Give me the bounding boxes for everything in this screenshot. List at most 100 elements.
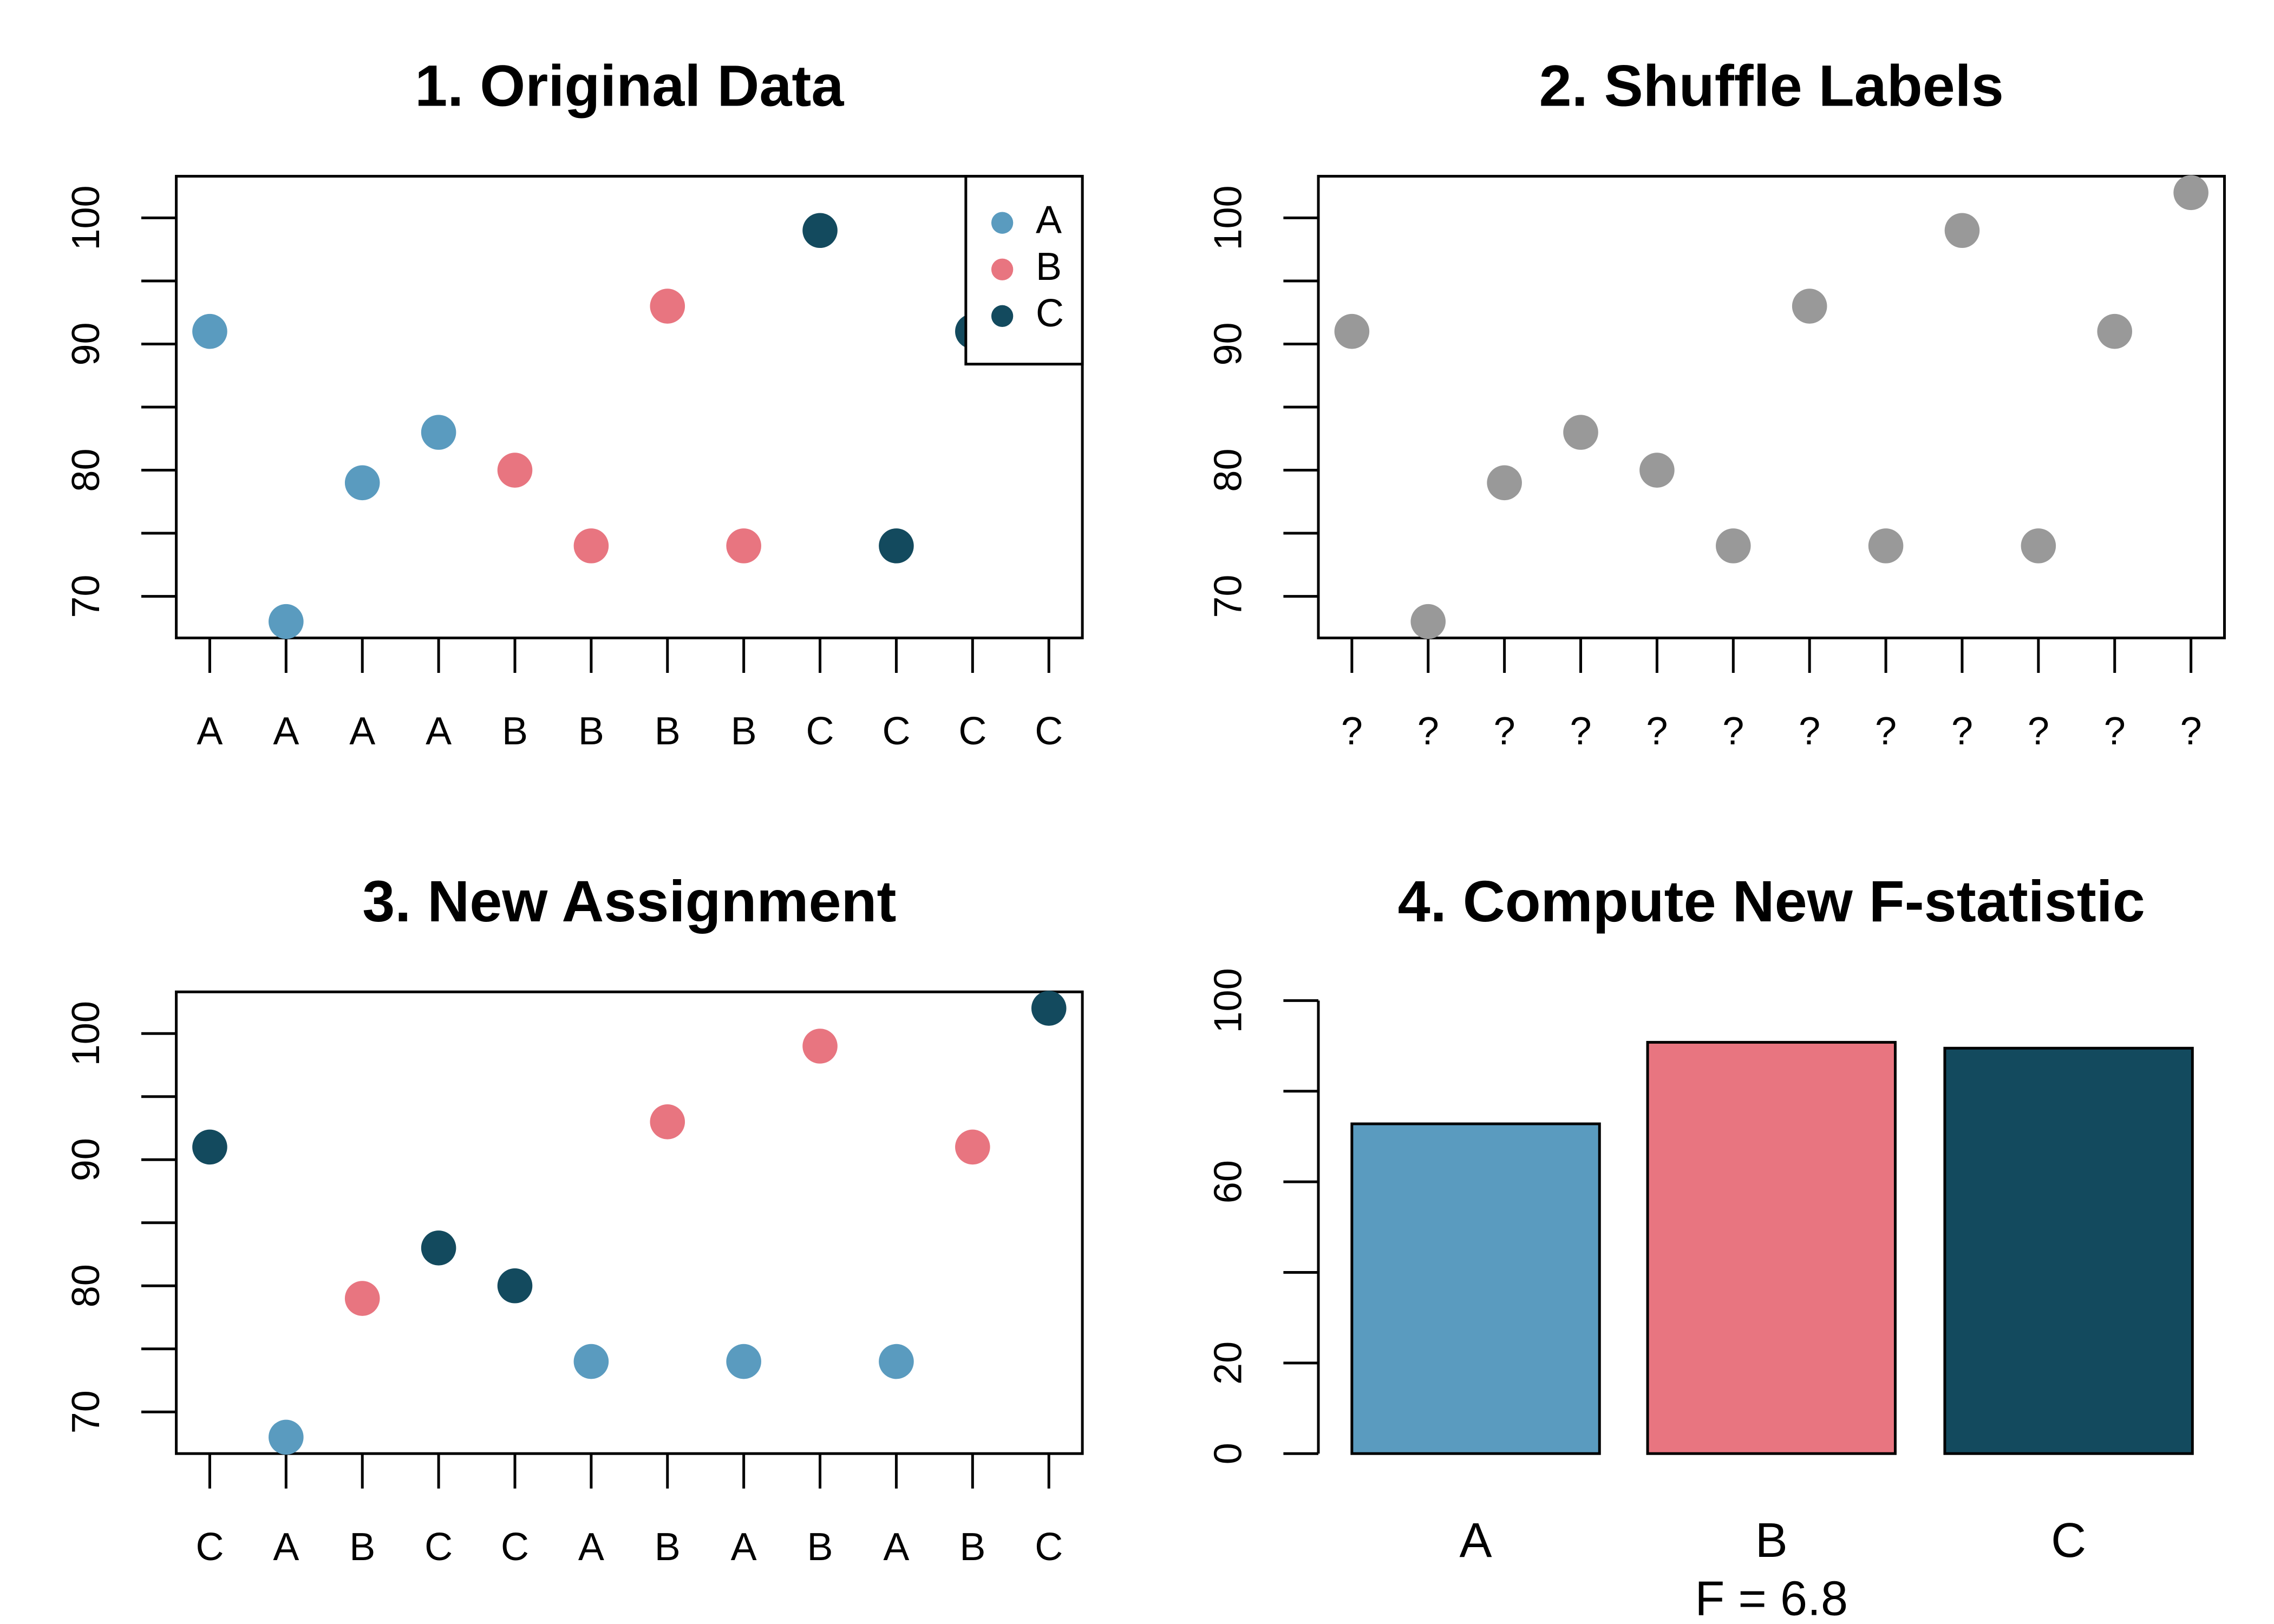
x-tick-label: A <box>578 1525 604 1569</box>
x-tick-label: ? <box>2104 710 2126 753</box>
x-tick-label: ? <box>1799 710 1820 753</box>
legend-marker <box>991 212 1014 234</box>
x-tick-label: C <box>501 1525 529 1569</box>
data-point <box>344 1281 380 1316</box>
chart-title: 3. New Assignment <box>362 868 896 934</box>
x-tick-label: C <box>806 710 834 753</box>
panel-2: 2. Shuffle Labels 70 80 90 100???????????? <box>1207 53 2226 753</box>
y-tick-label: 60 <box>1207 1160 1250 1203</box>
x-tick-label: ? <box>1951 710 1973 753</box>
y-tick-label: 100 <box>1207 185 1250 250</box>
x-tick-label: A <box>883 1525 909 1569</box>
y-tick-label: 80 <box>64 448 108 492</box>
x-tick-label: B <box>959 1525 985 1569</box>
data-point <box>192 1129 227 1165</box>
data-point <box>2097 313 2133 349</box>
data-point <box>1334 313 1370 349</box>
y-tick-label: 100 <box>1207 968 1250 1033</box>
y-tick-label: 90 <box>64 1138 108 1181</box>
legend-box <box>964 175 1084 366</box>
x-tick-label: A <box>349 710 375 753</box>
data-point <box>1868 528 1904 564</box>
x-tick-label: B <box>502 710 528 753</box>
data-point <box>1639 453 1675 488</box>
x-tick-label: A <box>273 710 299 753</box>
x-tick-label: C <box>958 710 986 753</box>
y-tick-label: 80 <box>64 1264 108 1307</box>
x-tick-label: A <box>426 710 452 753</box>
data-point <box>650 1104 685 1140</box>
x-tick-label: ? <box>1570 710 1592 753</box>
x-tick-label: ? <box>2028 710 2049 753</box>
bar-c <box>1943 1046 2194 1455</box>
x-tick-label: ? <box>1494 710 1515 753</box>
x-tick-label: ? <box>1417 710 1439 753</box>
x-tick-label: ? <box>1875 710 1897 753</box>
x-tick-label: C <box>1035 1525 1063 1569</box>
chart-title: 1. Original Data <box>415 53 844 118</box>
data-point <box>1410 604 1446 639</box>
x-tick-label: C <box>1035 710 1063 753</box>
legend-marker <box>991 258 1014 280</box>
legend-marker <box>991 305 1014 328</box>
legend-label: C <box>1036 292 1064 335</box>
data-point <box>726 1344 761 1379</box>
x-category-label: B <box>1755 1514 1788 1568</box>
x-tick-label: A <box>197 710 223 753</box>
x-tick-label: C <box>424 1525 453 1569</box>
data-point <box>573 528 609 564</box>
plot-frame <box>175 175 1084 639</box>
x-tick-label: B <box>349 1525 375 1569</box>
x-tick-label: B <box>578 710 604 753</box>
panel-4: 4. Compute New F-statistic 0 20 60 100 A B C F =… <box>1207 868 2194 1624</box>
data-point <box>269 604 304 639</box>
y-tick-label: 80 <box>1207 448 1250 492</box>
data-point <box>726 528 761 564</box>
x-tick-label: C <box>882 710 910 753</box>
x-tick-label: A <box>273 1525 299 1569</box>
y-tick-label: 20 <box>1207 1341 1250 1385</box>
y-tick-label: 90 <box>64 322 108 365</box>
data-point <box>1031 991 1067 1026</box>
data-point <box>1792 289 1827 324</box>
x-tick-label: ? <box>1341 710 1363 753</box>
data-point <box>344 465 380 501</box>
x-tick-label: ? <box>2180 710 2202 753</box>
x-tick-label: B <box>655 1525 681 1569</box>
data-point <box>421 415 456 450</box>
data-point <box>2021 528 2056 564</box>
plot-frame <box>1317 175 2226 639</box>
x-tick-label: A <box>731 1525 757 1569</box>
x-tick-label: C <box>195 1525 224 1569</box>
panel-3: 3. New Assignment 70 80 90 100 C A B C C A B A B A B C <box>64 868 1084 1569</box>
data-point <box>802 213 838 248</box>
y-tick-label: 0 <box>1207 1443 1250 1464</box>
y-tick-label: 70 <box>64 1390 108 1433</box>
f-statistic-label: F = 6.8 <box>1695 1571 1848 1624</box>
y-tick-label: 70 <box>1207 575 1250 618</box>
legend-label: A <box>1036 199 1062 242</box>
legend-label: B <box>1036 245 1062 289</box>
chart-title: 4. Compute New F-statistic <box>1398 868 2145 934</box>
data-point <box>879 1344 914 1379</box>
data-point <box>1563 415 1598 450</box>
data-point <box>879 528 914 564</box>
data-point <box>421 1230 456 1266</box>
x-tick-label: ? <box>1646 710 1668 753</box>
x-tick-label: B <box>807 1525 833 1569</box>
data-point <box>650 289 685 324</box>
data-point <box>802 1029 838 1064</box>
x-tick-label: B <box>731 710 757 753</box>
x-category-label: C <box>2051 1514 2086 1568</box>
y-tick-label: 90 <box>1207 322 1250 365</box>
data-point <box>497 453 533 488</box>
data-point <box>1716 528 1751 564</box>
bar-a <box>1350 1122 1601 1455</box>
data-point <box>2173 175 2208 211</box>
data-point <box>497 1268 533 1304</box>
data-point <box>955 1129 990 1165</box>
y-tick-label: 100 <box>64 1001 108 1066</box>
data-point <box>1487 465 1522 501</box>
bar-b <box>1646 1040 1897 1455</box>
